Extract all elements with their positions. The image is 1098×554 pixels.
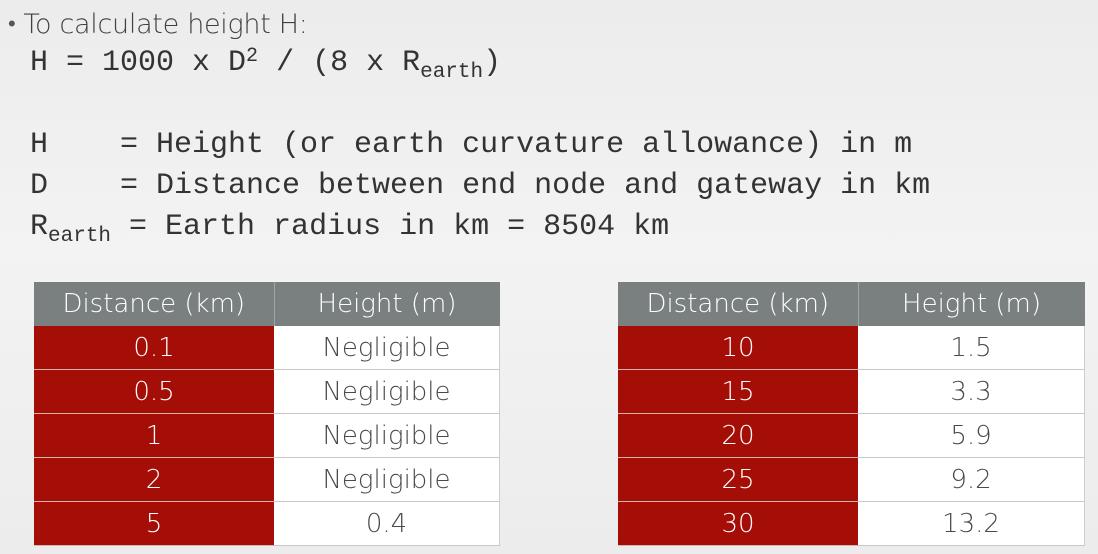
distance-cell: 10 bbox=[618, 326, 858, 370]
distance-cell: 2 bbox=[34, 457, 274, 502]
height-cell: Negligible bbox=[274, 457, 500, 502]
table-row: 20 5.9 bbox=[618, 413, 1085, 458]
height-cell: 5.9 bbox=[858, 413, 1085, 458]
table-row: 2 Negligible bbox=[34, 457, 500, 502]
intro-line: • To calculate height H: bbox=[8, 4, 308, 44]
bullet-marker: • bbox=[8, 12, 16, 37]
radius-text: = Earth radius in km = 8504 km bbox=[111, 210, 670, 244]
formula-lhs: H = 1000 x D bbox=[30, 46, 247, 80]
header-height: Height (m) bbox=[274, 282, 500, 326]
table-row: 1 Negligible bbox=[34, 413, 500, 458]
height-cell: 9.2 bbox=[858, 457, 1085, 502]
formula-mid: / (8 x R bbox=[258, 46, 421, 80]
height-table-left: Distance (km) Height (m) 0.1 Negligible … bbox=[34, 282, 500, 546]
definition-earth-radius: Rearth = Earth radius in km = 8504 km bbox=[30, 210, 670, 248]
table-row: 30 13.2 bbox=[618, 501, 1085, 546]
header-distance: Distance (km) bbox=[618, 282, 859, 326]
radius-symbol: R bbox=[30, 210, 49, 244]
formula-exponent: 2 bbox=[246, 45, 259, 68]
definition-height: H = Height (or earth curvature allowance… bbox=[30, 128, 913, 162]
header-height: Height (m) bbox=[858, 282, 1085, 326]
distance-cell: 20 bbox=[618, 413, 858, 458]
distance-cell: 5 bbox=[34, 501, 274, 546]
height-cell: Negligible bbox=[274, 413, 500, 458]
formula-subscript: earth bbox=[420, 61, 484, 84]
radius-subscript: earth bbox=[48, 225, 112, 248]
table-row: 0.1 Negligible bbox=[34, 326, 500, 370]
height-cell: 13.2 bbox=[858, 501, 1085, 546]
table-row: 0.5 Negligible bbox=[34, 369, 500, 414]
table-row: 5 0.4 bbox=[34, 501, 500, 546]
definition-distance: D = Distance between end node and gatewa… bbox=[30, 169, 931, 203]
distance-cell: 1 bbox=[34, 413, 274, 458]
height-cell: Negligible bbox=[274, 326, 500, 370]
height-table-right: Distance (km) Height (m) 10 1.5 15 3.3 2… bbox=[618, 282, 1085, 546]
height-formula: H = 1000 x D2 / (8 x Rearth) bbox=[30, 45, 502, 84]
distance-cell: 0.5 bbox=[34, 369, 274, 414]
distance-cell: 30 bbox=[618, 501, 858, 546]
formula-end: ) bbox=[483, 46, 502, 80]
height-cell: Negligible bbox=[274, 369, 500, 414]
table-header-row: Distance (km) Height (m) bbox=[34, 282, 500, 326]
intro-text: To calculate height H: bbox=[23, 8, 308, 40]
table-row: 15 3.3 bbox=[618, 369, 1085, 414]
height-cell: 1.5 bbox=[858, 326, 1085, 370]
table-row: 10 1.5 bbox=[618, 326, 1085, 370]
distance-cell: 0.1 bbox=[34, 326, 274, 370]
distance-cell: 15 bbox=[618, 369, 858, 414]
height-cell: 3.3 bbox=[858, 369, 1085, 414]
header-distance: Distance (km) bbox=[34, 282, 275, 326]
height-cell: 0.4 bbox=[274, 501, 500, 546]
distance-cell: 25 bbox=[618, 457, 858, 502]
table-header-row: Distance (km) Height (m) bbox=[618, 282, 1085, 326]
table-row: 25 9.2 bbox=[618, 457, 1085, 502]
